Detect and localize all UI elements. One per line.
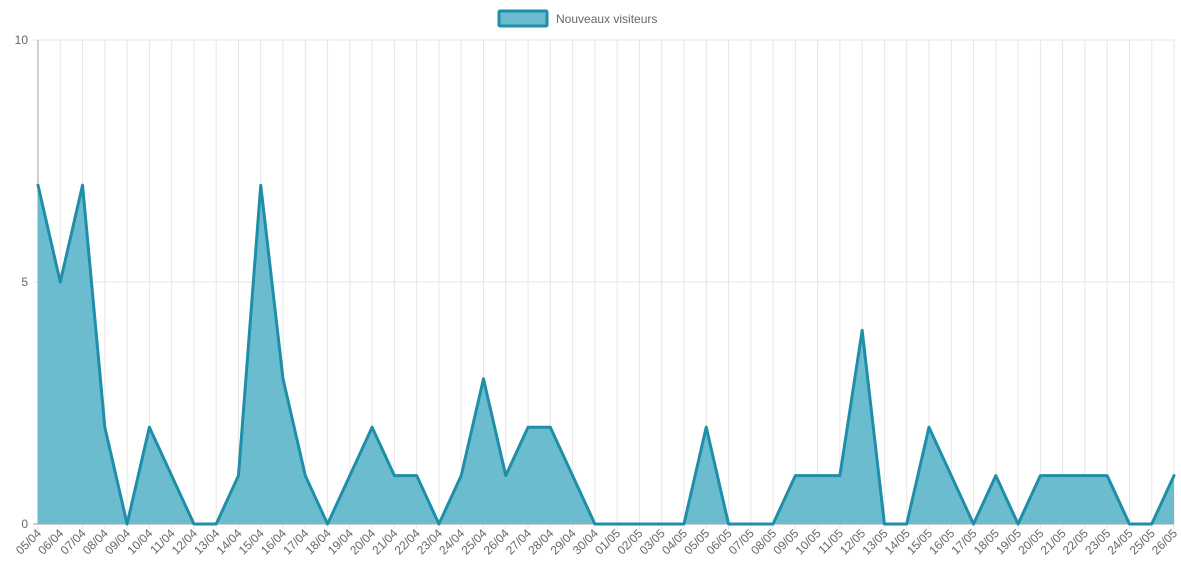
data-point[interactable] — [525, 424, 531, 430]
data-point[interactable] — [1082, 473, 1088, 479]
y-tick-label: 0 — [21, 517, 28, 531]
data-point[interactable] — [792, 473, 798, 479]
data-point[interactable] — [391, 473, 397, 479]
data-point[interactable] — [636, 521, 642, 527]
data-point[interactable] — [1171, 473, 1177, 479]
x-tick-label: 10/05 — [793, 526, 824, 557]
legend-swatch[interactable] — [497, 9, 549, 28]
data-point[interactable] — [480, 376, 486, 382]
data-point[interactable] — [1104, 473, 1110, 479]
data-point[interactable] — [503, 473, 509, 479]
grid — [33, 39, 1175, 529]
data-point[interactable] — [302, 473, 308, 479]
data-point[interactable] — [191, 521, 197, 527]
data-point[interactable] — [280, 376, 286, 382]
data-point[interactable] — [659, 521, 665, 527]
data-point[interactable] — [1149, 521, 1155, 527]
data-point[interactable] — [57, 279, 63, 285]
data-point[interactable] — [325, 521, 331, 527]
data-point[interactable] — [436, 521, 442, 527]
data-point[interactable] — [102, 424, 108, 430]
data-point[interactable] — [235, 473, 241, 479]
data-point[interactable] — [1126, 521, 1132, 527]
data-point[interactable] — [748, 521, 754, 527]
data-point[interactable] — [681, 521, 687, 527]
y-tick-label: 5 — [21, 275, 28, 289]
data-point[interactable] — [347, 473, 353, 479]
series-area-fill — [38, 185, 1174, 524]
data-point[interactable] — [169, 473, 175, 479]
data-point[interactable] — [993, 473, 999, 479]
data-point[interactable] — [369, 424, 375, 430]
data-point[interactable] — [971, 521, 977, 527]
data-point[interactable] — [770, 521, 776, 527]
data-point[interactable] — [592, 521, 598, 527]
x-tick-label: 26/05 — [1149, 526, 1180, 557]
data-point[interactable] — [1060, 473, 1066, 479]
data-point[interactable] — [614, 521, 620, 527]
data-point[interactable] — [570, 473, 576, 479]
legend[interactable]: Nouveaux visiteurs — [497, 9, 657, 28]
data-point[interactable] — [35, 182, 41, 188]
data-point[interactable] — [815, 473, 821, 479]
data-point[interactable] — [80, 182, 86, 188]
data-point[interactable] — [859, 327, 865, 333]
data-point[interactable] — [124, 521, 130, 527]
series-nouveaux-visiteurs — [35, 182, 1177, 527]
legend-label[interactable]: Nouveaux visiteurs — [556, 12, 657, 26]
data-point[interactable] — [146, 424, 152, 430]
y-tick-label: 10 — [15, 33, 29, 47]
data-point[interactable] — [1037, 473, 1043, 479]
data-point[interactable] — [726, 521, 732, 527]
data-point[interactable] — [547, 424, 553, 430]
data-point[interactable] — [1015, 521, 1021, 527]
data-point[interactable] — [458, 473, 464, 479]
data-point[interactable] — [703, 424, 709, 430]
data-point[interactable] — [904, 521, 910, 527]
data-point[interactable] — [881, 521, 887, 527]
data-point[interactable] — [926, 424, 932, 430]
data-point[interactable] — [258, 182, 264, 188]
data-point[interactable] — [948, 473, 954, 479]
y-tick-labels: 0 5 10 — [15, 33, 29, 531]
x-tick-label: 10/04 — [124, 526, 155, 557]
series-line — [36, 183, 1176, 526]
data-point[interactable] — [213, 521, 219, 527]
data-point[interactable] — [414, 473, 420, 479]
data-point[interactable] — [837, 473, 843, 479]
x-tick-labels: 05/0406/0407/0408/0409/0410/0411/0412/04… — [13, 526, 1180, 557]
